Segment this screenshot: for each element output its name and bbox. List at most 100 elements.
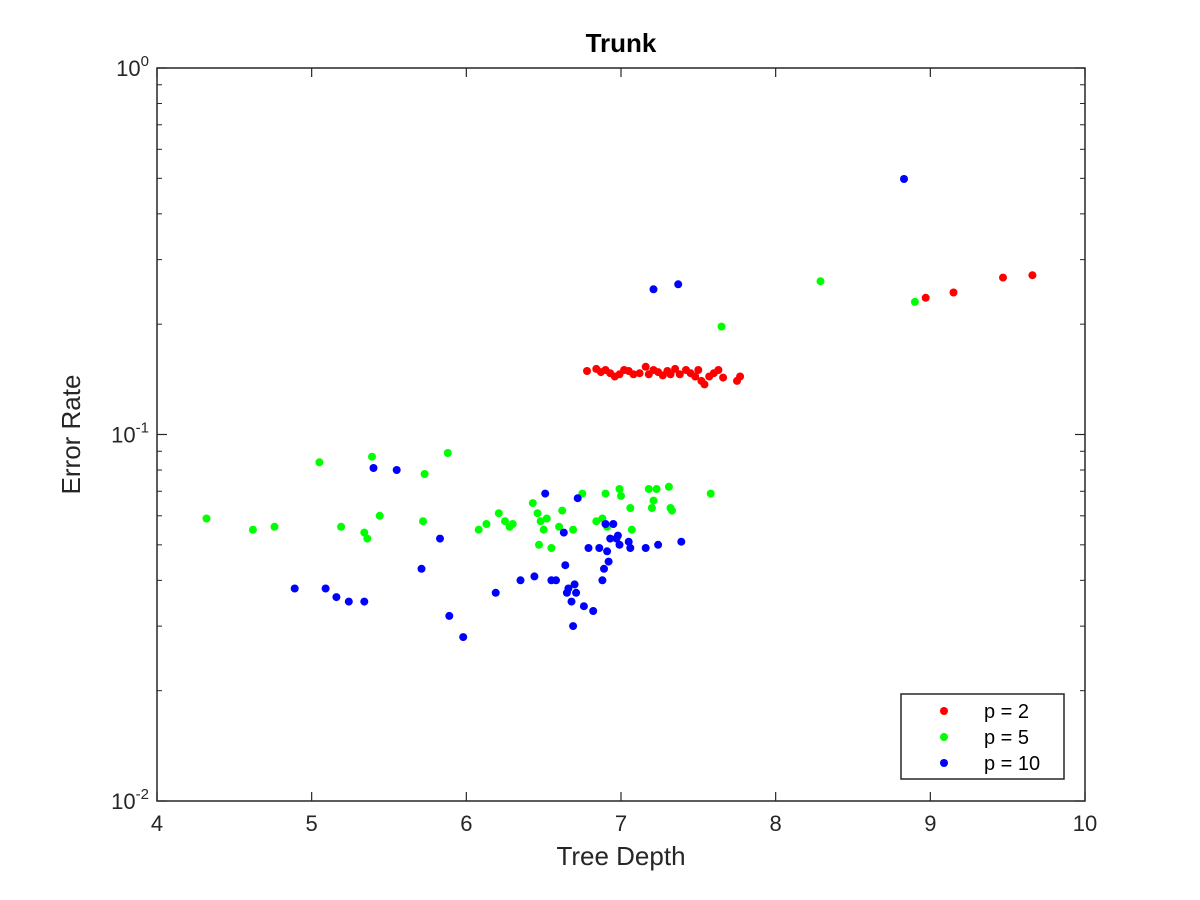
data-point xyxy=(706,489,715,498)
data-point xyxy=(491,588,500,597)
data-point xyxy=(641,544,650,552)
y-tick-label: 10-2 xyxy=(111,786,149,814)
x-tick-label: 4 xyxy=(151,811,163,836)
data-point xyxy=(604,557,613,566)
data-point xyxy=(516,576,525,585)
series-2 xyxy=(202,277,919,552)
data-point xyxy=(652,485,661,493)
data-point xyxy=(559,528,568,537)
data-point xyxy=(600,564,608,573)
data-point xyxy=(609,520,618,528)
data-point xyxy=(1028,271,1037,280)
data-point xyxy=(290,584,299,593)
data-point xyxy=(535,540,543,549)
data-point xyxy=(583,367,591,375)
data-point xyxy=(375,511,384,520)
data-point xyxy=(542,514,551,523)
data-point xyxy=(671,364,680,373)
data-point xyxy=(332,593,341,602)
series-3 xyxy=(290,175,908,642)
data-point xyxy=(360,528,369,537)
data-point xyxy=(436,534,444,543)
data-point xyxy=(558,506,567,515)
data-point xyxy=(691,372,700,381)
data-point xyxy=(627,525,636,534)
data-point xyxy=(530,572,539,581)
series-1 xyxy=(583,271,1037,389)
data-point xyxy=(539,525,548,534)
data-point xyxy=(584,544,593,552)
data-point xyxy=(202,514,211,523)
x-axis-title: Tree Depth xyxy=(556,841,685,871)
data-point xyxy=(443,449,452,457)
data-point xyxy=(816,277,825,286)
data-point xyxy=(635,369,644,378)
data-point xyxy=(417,564,426,573)
data-point xyxy=(569,525,578,534)
data-point xyxy=(719,373,728,382)
data-point xyxy=(501,517,509,526)
data-point xyxy=(561,561,570,570)
data-point xyxy=(714,366,723,374)
data-point xyxy=(629,370,638,379)
plot-background xyxy=(157,68,1085,801)
data-point xyxy=(344,597,353,606)
y-tick-label: 10-1 xyxy=(111,420,149,448)
data-point xyxy=(910,297,919,306)
data-point xyxy=(949,288,958,297)
data-point xyxy=(649,496,658,505)
data-point xyxy=(603,547,612,556)
data-point xyxy=(337,522,346,531)
data-point xyxy=(419,517,427,526)
data-point xyxy=(541,489,550,498)
data-point xyxy=(921,293,930,302)
data-point xyxy=(508,520,517,528)
data-point xyxy=(579,602,588,611)
data-point xyxy=(459,633,468,642)
data-point xyxy=(536,517,545,526)
data-point xyxy=(700,380,709,389)
data-point xyxy=(363,534,372,543)
x-tick-label: 7 xyxy=(615,811,627,836)
data-point xyxy=(649,285,658,294)
data-point xyxy=(569,622,578,631)
x-tick-label: 8 xyxy=(770,811,782,836)
legend-label: p = 10 xyxy=(984,753,1040,775)
data-point xyxy=(654,540,663,549)
data-point xyxy=(573,494,582,503)
data-point xyxy=(533,509,542,518)
data-point xyxy=(606,534,615,543)
data-point xyxy=(474,525,483,534)
data-point xyxy=(552,576,560,585)
data-point xyxy=(494,509,503,518)
legend-box xyxy=(900,693,1065,780)
data-point xyxy=(482,520,491,528)
data-point xyxy=(601,489,610,498)
data-point xyxy=(674,280,683,289)
data-point xyxy=(369,464,378,472)
data-point xyxy=(736,372,745,381)
data-point xyxy=(999,273,1007,282)
data-point xyxy=(668,506,676,515)
data-point xyxy=(666,370,675,379)
data-point xyxy=(598,576,607,585)
legend-marker xyxy=(940,733,948,741)
legend-label: p = 2 xyxy=(984,701,1029,723)
data-point xyxy=(360,597,369,606)
data-point xyxy=(675,370,684,379)
x-tick-label: 5 xyxy=(306,811,318,836)
chart-title: Trunk xyxy=(586,28,657,58)
x-tick-label: 10 xyxy=(1073,811,1097,836)
data-point xyxy=(392,466,401,474)
data-point xyxy=(445,611,454,620)
data-point xyxy=(717,322,726,331)
legend-label: p = 5 xyxy=(984,727,1029,749)
data-point xyxy=(900,175,908,183)
data-point xyxy=(368,452,376,461)
data-point xyxy=(547,544,556,552)
y-tick-label: 100 xyxy=(116,53,149,81)
data-point xyxy=(248,525,257,534)
data-point xyxy=(321,584,330,593)
data-point xyxy=(592,517,601,526)
legend-marker xyxy=(940,759,948,767)
